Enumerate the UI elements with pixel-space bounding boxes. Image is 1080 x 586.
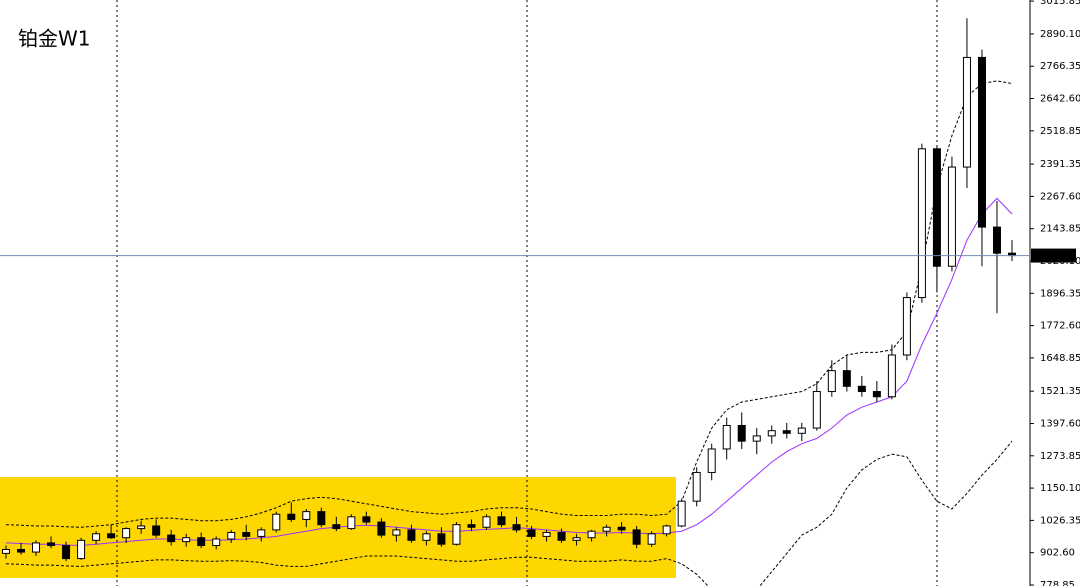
y-tick-label: 2143.85 [1040,224,1080,235]
candle-body [197,537,206,547]
candle-body [107,533,116,539]
candle-body [287,513,296,520]
candle-body [917,148,926,299]
candle-body [557,531,566,541]
candle-body [2,548,10,554]
upper-band [5,80,1013,528]
price-label-bg [1031,248,1076,263]
candle-body [662,525,671,535]
candle-body [32,542,41,553]
y-tick-label: 2642.60 [1040,94,1080,105]
candle-body [902,297,911,356]
candle-body [77,539,86,560]
candle-body [887,354,896,398]
candle-body [992,226,1001,254]
y-tick-label: 2391.35 [1040,159,1080,170]
candle-body [677,500,686,527]
candle-body [122,528,131,539]
candle-body [647,533,656,545]
y-tick-label: 1772.60 [1040,321,1080,332]
candle-body [722,424,731,450]
candle-body [92,533,101,541]
candle-body [707,448,716,473]
candle-body [17,548,26,553]
candle-body [977,56,986,228]
y-tick-label: 1273.85 [1040,451,1080,462]
candle-body [377,521,386,536]
candle-body [392,529,401,536]
y-tick-label: 1521.35 [1040,386,1080,397]
chart-title: 铂金W1 [18,27,91,51]
candle-body [347,516,356,530]
y-tick-label: 2766.35 [1040,61,1080,72]
candle-body [467,524,476,528]
y-tick-label: 1150.10 [1040,483,1080,494]
price-label: 2040.88 [1034,251,1075,262]
candle-body [332,524,341,530]
candle-body [512,524,521,531]
candle-body [497,516,506,526]
candle-body [572,537,581,541]
candle-body [242,531,251,537]
candle-body [857,385,866,393]
candle-body [272,513,281,531]
candle-body [872,391,881,398]
candle-body [482,516,491,528]
candle-body [587,530,596,539]
candle-body [737,424,746,442]
candle-body [317,511,326,526]
candle-body [452,524,461,545]
candle-body [407,529,416,541]
candle-body [302,511,311,520]
y-tick-label: 778.85 [1040,580,1075,586]
candle-body [542,531,551,537]
candle-body [437,533,446,545]
candle-body [167,534,176,543]
candle-body [62,545,71,560]
candle-body [47,542,56,547]
candle-body [962,56,971,168]
candle-body [827,370,836,393]
y-tick-label: 1648.85 [1040,353,1080,364]
candle-body [782,430,791,434]
candle-body [527,529,536,537]
lower-band [5,440,1013,586]
y-tick-label: 2890.10 [1040,29,1080,40]
candle-body [797,427,806,434]
y-tick-label: 1896.35 [1040,288,1080,299]
y-tick-label: 1397.60 [1040,418,1080,429]
y-tick-label: 3015.85 [1040,0,1080,7]
candle-body [767,430,776,437]
candle-body [602,526,611,532]
candle-body [227,531,236,540]
candle-body [152,525,161,536]
candle-body [812,391,821,429]
candle-body [947,166,956,267]
y-tick-label: 1026.35 [1040,515,1080,526]
candle-body [137,525,146,530]
candle-body [692,471,701,502]
y-tick-label: 902.60 [1040,548,1075,559]
candle-body [752,435,761,442]
candle-body [362,516,371,523]
candle-body [182,537,191,543]
candle-body [932,148,941,267]
candle-body [422,533,431,541]
candle-body [632,529,641,545]
candle-body [842,370,851,387]
y-tick-label: 2267.60 [1040,191,1080,202]
candle-body [617,526,626,531]
candle-body [212,538,221,547]
candle-body [257,529,266,537]
y-tick-label: 2518.85 [1040,126,1080,137]
